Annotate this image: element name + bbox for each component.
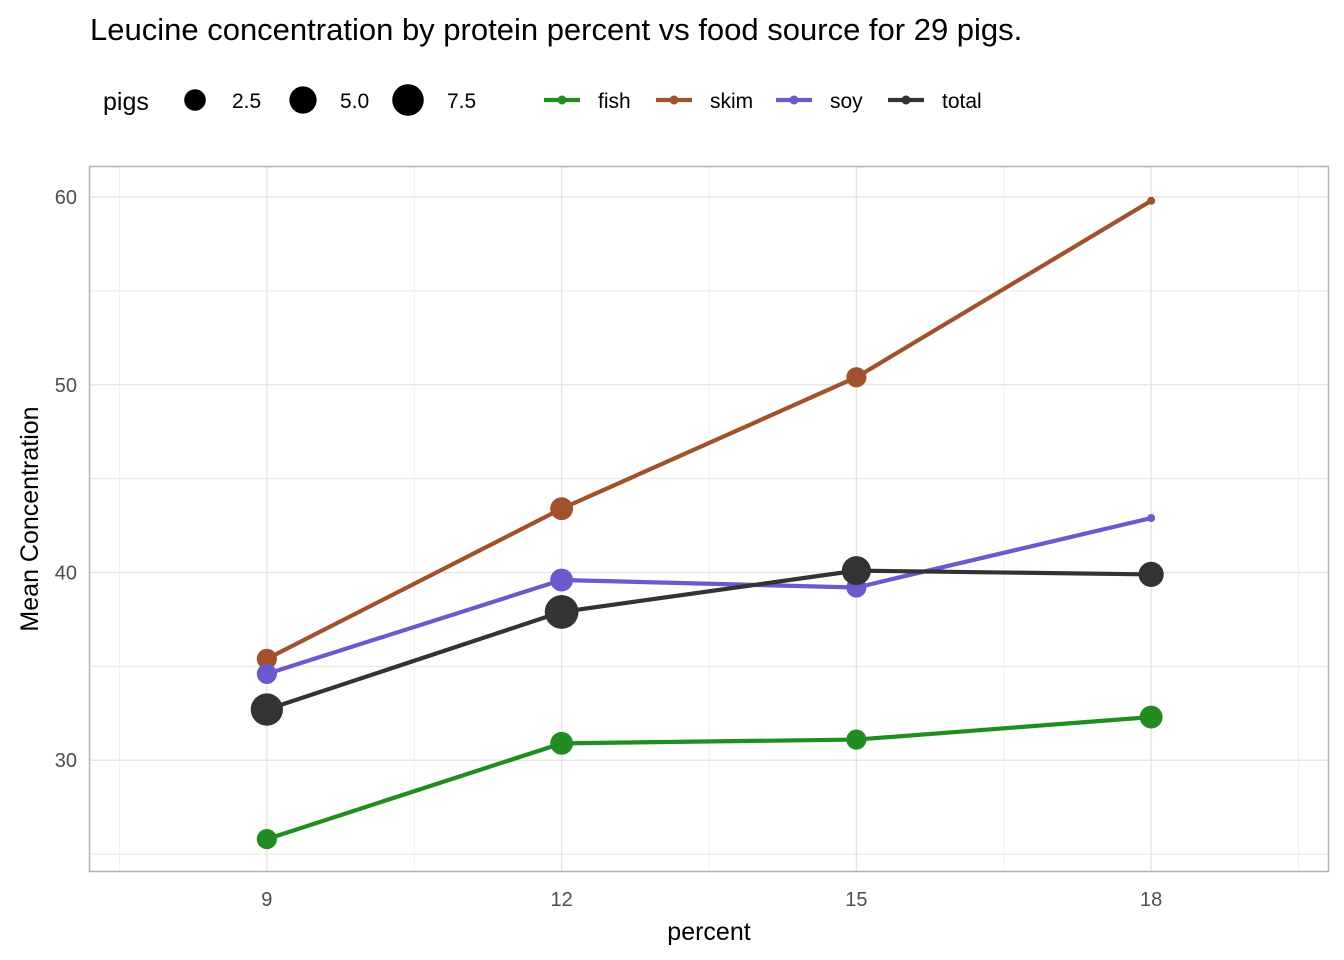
data-point-skim [846,367,867,388]
color-legend-label: total [942,90,982,113]
panel-border [88,165,1330,873]
x-tick-label: 9 [261,889,272,911]
size-legend-label: 5.0 [340,90,369,113]
y-tick-label: 60 [55,187,77,209]
data-point-fish [550,731,574,755]
data-point-skim [256,648,277,669]
series-line-skim [264,198,1154,661]
size-legend-key [392,84,424,116]
color-legend-key-point [901,95,911,105]
data-point-fish [1139,705,1163,729]
color-legend-label: skim [710,90,753,113]
data-point-total [841,556,871,586]
data-point-soy [1147,514,1156,523]
x-tick-label: 18 [1140,889,1162,911]
x-tick-label: 12 [550,889,572,911]
size-legend-key [289,86,317,114]
size-legend: 2.5 5.0 7.5 [184,84,476,116]
size-legend-key [184,89,206,111]
color-legend-label: fish [598,90,631,113]
color-legend-key-point [557,95,567,105]
size-legend-label: 2.5 [232,90,261,113]
data-point-skim [1147,196,1156,205]
color-legend: fish skim soy total [544,90,982,113]
legend: pigs 2.5 5.0 7.5 fish skim soy total [103,84,982,116]
color-legend-label: soy [830,90,863,113]
size-legend-title: pigs [103,88,149,116]
y-axis-title: Mean Concentration [16,406,44,631]
color-legend-key-point [789,95,799,105]
data-point-total [1138,561,1164,587]
series-line-total [264,568,1154,712]
color-legend-key-point [669,95,679,105]
y-tick-label: 50 [55,375,77,397]
series-line-soy [264,515,1154,676]
data-point-soy [550,568,574,592]
data-point-fish [846,729,867,750]
x-axis-title: percent [667,918,750,946]
data-point-total [250,693,284,726]
y-tick-label: 40 [55,563,77,585]
chart-title: Leucine concentration by protein percent… [90,12,1022,47]
data-point-skim [550,497,574,521]
series-lines [264,198,1154,842]
size-legend-label: 7.5 [447,90,476,113]
series-points [250,196,1164,850]
data-point-total [544,595,579,629]
plot-panel [88,165,1330,873]
axes: 9 12 15 18 30 40 50 60 [55,187,1163,911]
y-tick-label: 30 [55,750,77,772]
data-point-fish [256,829,277,850]
data-point-soy [256,663,277,684]
series-line-fish [264,714,1154,842]
x-tick-label: 15 [845,889,867,911]
